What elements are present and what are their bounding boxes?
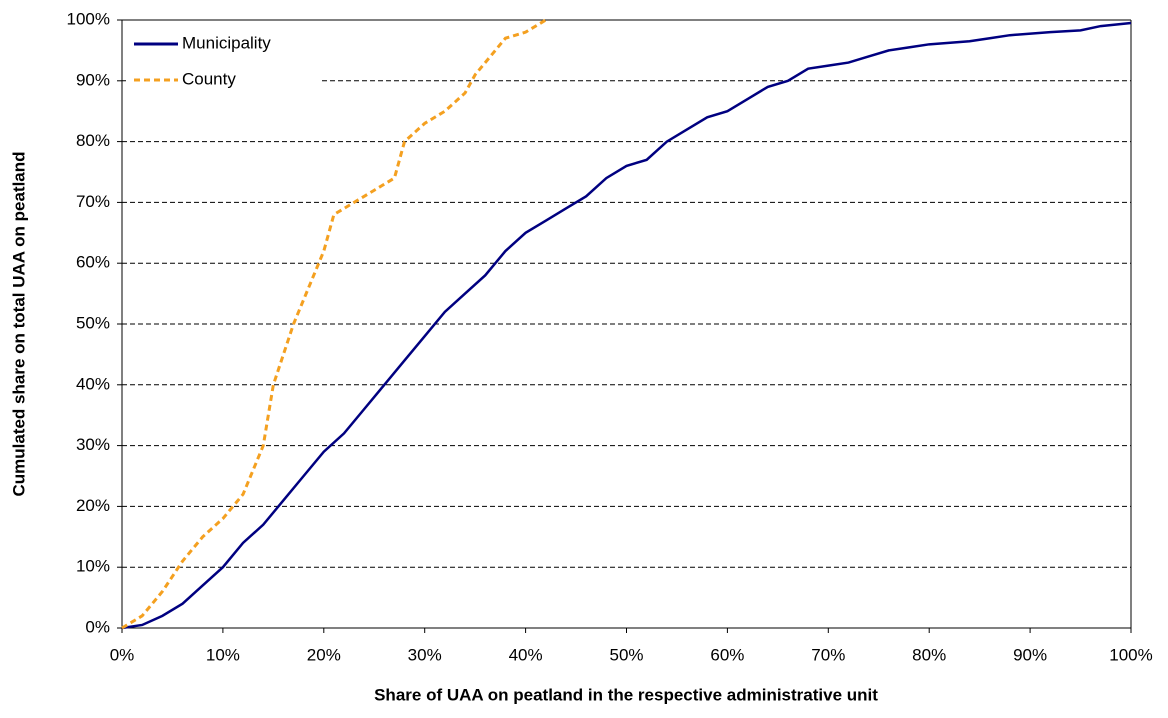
y-axis-label: Cumulated share on total UAA on peatland: [9, 151, 28, 496]
data-line: [121, 21, 1132, 630]
y-tick-label: 20%: [76, 496, 110, 515]
y-tick-label: 90%: [76, 70, 110, 89]
x-tick-label: 100%: [1109, 645, 1152, 664]
y-tick-label: 70%: [76, 192, 110, 211]
legend-label: Municipality: [182, 33, 271, 52]
y-tick-label: 0%: [85, 617, 110, 636]
x-tick-label: 10%: [206, 645, 240, 664]
x-tick-label: 40%: [509, 645, 543, 664]
y-tick-label: 30%: [76, 435, 110, 454]
y-tick-label: 60%: [76, 253, 110, 272]
x-tick-label: 90%: [1013, 645, 1047, 664]
x-tick-label: 0%: [110, 645, 135, 664]
x-tick-label: 20%: [307, 645, 341, 664]
data-line: [121, 18, 547, 630]
y-tick-label: 40%: [76, 374, 110, 393]
x-tick-label: 70%: [811, 645, 845, 664]
x-tick-label: 80%: [912, 645, 946, 664]
y-tick-label: 100%: [67, 9, 110, 28]
x-tick-label: 50%: [609, 645, 643, 664]
x-tick-label: 60%: [710, 645, 744, 664]
x-axis-label: Share of UAA on peatland in the respecti…: [374, 685, 878, 704]
y-tick-label: 10%: [76, 557, 110, 576]
y-tick-label: 80%: [76, 131, 110, 150]
y-tick-label: 50%: [76, 313, 110, 332]
legend-label: County: [182, 69, 236, 88]
x-tick-label: 30%: [408, 645, 442, 664]
